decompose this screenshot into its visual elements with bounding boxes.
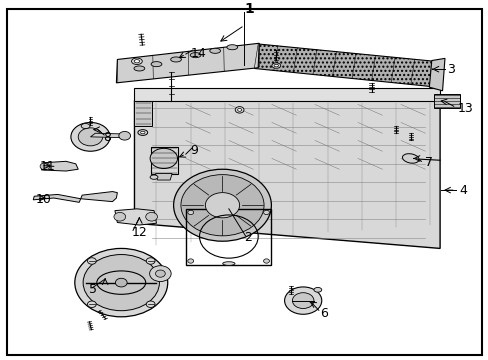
Text: 9: 9: [190, 144, 198, 157]
Text: 10: 10: [35, 193, 51, 206]
Polygon shape: [134, 88, 439, 101]
Text: 3: 3: [447, 63, 454, 76]
Text: 8: 8: [102, 131, 110, 144]
Ellipse shape: [402, 154, 418, 163]
Ellipse shape: [273, 64, 278, 67]
Circle shape: [146, 301, 155, 307]
Ellipse shape: [222, 262, 235, 265]
Ellipse shape: [138, 130, 147, 135]
Ellipse shape: [226, 45, 237, 50]
Circle shape: [119, 131, 130, 140]
Circle shape: [187, 210, 193, 215]
Bar: [150, 147, 177, 174]
Circle shape: [78, 128, 102, 146]
Bar: [185, 209, 271, 265]
Text: 14: 14: [190, 47, 206, 60]
Circle shape: [145, 212, 157, 221]
Ellipse shape: [81, 123, 90, 129]
Ellipse shape: [134, 60, 140, 63]
Polygon shape: [433, 94, 459, 108]
Polygon shape: [155, 174, 172, 180]
Circle shape: [71, 122, 110, 151]
Circle shape: [149, 266, 171, 282]
Circle shape: [284, 287, 321, 314]
Circle shape: [75, 248, 167, 317]
Ellipse shape: [235, 107, 244, 113]
Ellipse shape: [131, 58, 142, 64]
Ellipse shape: [190, 53, 201, 58]
Circle shape: [115, 278, 127, 287]
Ellipse shape: [313, 288, 321, 292]
Circle shape: [181, 175, 264, 236]
Ellipse shape: [141, 131, 144, 134]
Polygon shape: [81, 192, 117, 202]
Ellipse shape: [151, 62, 162, 67]
Ellipse shape: [237, 108, 241, 111]
Ellipse shape: [170, 57, 181, 62]
Polygon shape: [134, 90, 439, 248]
Polygon shape: [33, 194, 81, 202]
Circle shape: [205, 193, 239, 218]
Circle shape: [155, 270, 165, 277]
Ellipse shape: [134, 66, 144, 71]
Polygon shape: [134, 101, 151, 126]
Circle shape: [40, 163, 50, 170]
Text: 11: 11: [40, 160, 56, 173]
Circle shape: [292, 293, 313, 309]
Circle shape: [173, 169, 271, 241]
Text: 4: 4: [459, 184, 467, 197]
Circle shape: [263, 259, 269, 263]
Circle shape: [187, 259, 193, 263]
Polygon shape: [90, 133, 124, 138]
Circle shape: [146, 258, 155, 264]
Circle shape: [263, 210, 269, 215]
Polygon shape: [254, 44, 433, 86]
Text: 1: 1: [244, 2, 254, 16]
Circle shape: [114, 212, 125, 221]
Ellipse shape: [209, 48, 220, 53]
Ellipse shape: [271, 63, 280, 68]
Circle shape: [87, 301, 96, 307]
Text: 2: 2: [244, 231, 252, 244]
Circle shape: [87, 258, 96, 264]
Text: 6: 6: [320, 307, 327, 320]
Text: 12: 12: [132, 226, 147, 239]
Polygon shape: [115, 209, 156, 225]
Ellipse shape: [150, 175, 158, 179]
Text: 13: 13: [456, 102, 472, 114]
Text: 7: 7: [425, 156, 432, 169]
Polygon shape: [41, 161, 78, 171]
Circle shape: [83, 255, 159, 311]
Circle shape: [150, 148, 177, 168]
Polygon shape: [116, 43, 259, 83]
Polygon shape: [428, 58, 444, 91]
Text: 5: 5: [89, 283, 97, 296]
